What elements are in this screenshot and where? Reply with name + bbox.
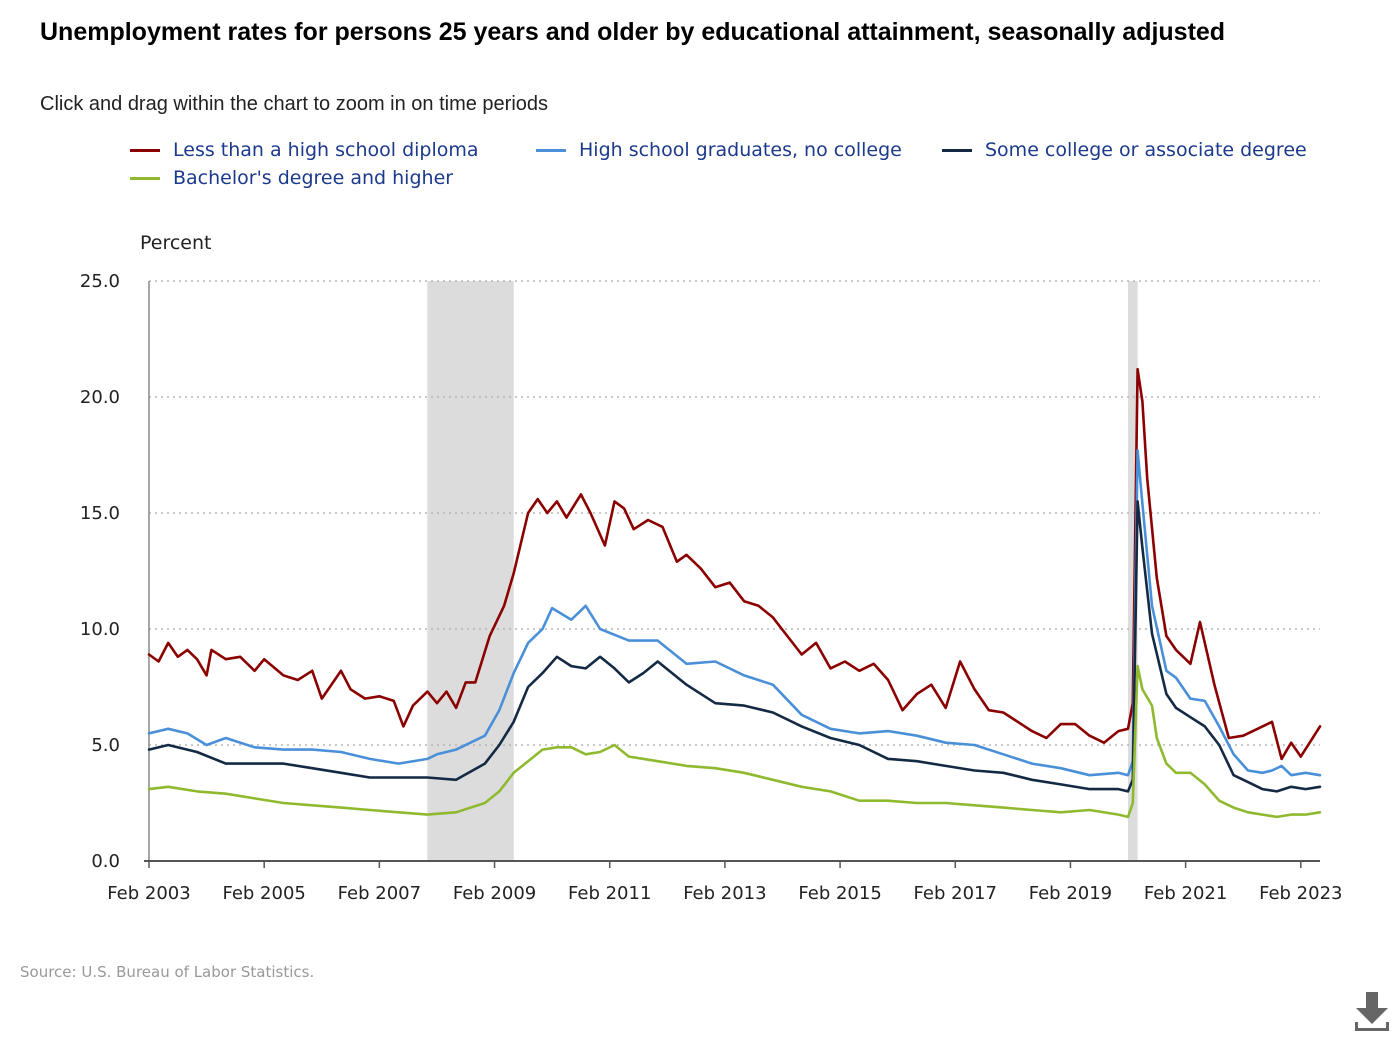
x-tick-label: Feb 2015 xyxy=(798,883,881,904)
legend-label: High school graduates, no college xyxy=(579,139,902,161)
y-tick-label: 0.0 xyxy=(91,851,120,872)
y-tick-label: 5.0 xyxy=(91,735,120,756)
download-icon[interactable] xyxy=(1352,990,1392,1034)
x-tick-label: Feb 2023 xyxy=(1259,883,1342,904)
y-axis-label: Percent xyxy=(140,232,212,254)
x-tick-label: Feb 2021 xyxy=(1144,883,1227,904)
chart-title: Unemployment rates for persons 25 years … xyxy=(40,18,1226,46)
x-tick-label: Feb 2019 xyxy=(1029,883,1112,904)
chart-plot-area[interactable]: 0.0 5.0 10.0 15.0 20.0 25.0 Feb 2003 Feb 2005 Fe… xyxy=(0,0,1400,940)
x-tick-label: Feb 2017 xyxy=(914,883,997,904)
series-line-3[interactable] xyxy=(147,664,1322,819)
recession-band xyxy=(1128,281,1138,861)
y-tick-label: 20.0 xyxy=(80,387,120,408)
y-tick-label: 10.0 xyxy=(80,619,120,640)
recession-band xyxy=(427,281,514,861)
x-tick-label: Feb 2009 xyxy=(453,883,536,904)
x-tick-label: Feb 2003 xyxy=(107,883,190,904)
series-line-0[interactable] xyxy=(147,367,1322,761)
y-tick-label: 25.0 xyxy=(80,271,120,292)
x-tick-label: Feb 2013 xyxy=(683,883,766,904)
series-line-2[interactable] xyxy=(147,500,1322,793)
y-tick-label: 15.0 xyxy=(80,503,120,524)
chart-subtitle: Click and drag within the chart to zoom … xyxy=(40,93,549,115)
legend-swatch xyxy=(130,176,160,180)
legend-label: Bachelor's degree and higher xyxy=(173,167,454,189)
axes: 0.0 5.0 10.0 15.0 20.0 25.0 Feb 2003 Feb 2005 Fe… xyxy=(80,271,1343,904)
legend-label: Some college or associate degree xyxy=(985,139,1307,161)
x-tick-label: Feb 2007 xyxy=(338,883,421,904)
series-layer xyxy=(147,367,1322,819)
recession-shading-layer xyxy=(427,281,1138,861)
source-note: Source: U.S. Bureau of Labor Statistics. xyxy=(20,963,315,981)
legend-swatch xyxy=(942,148,972,152)
legend-label: Less than a high school diploma xyxy=(173,139,479,161)
legend-item-high-school-graduates[interactable]: High school graduates, no college xyxy=(536,139,902,161)
legend-item-less-than-high-school[interactable]: Less than a high school diploma xyxy=(130,139,479,161)
x-tick-label: Feb 2011 xyxy=(568,883,651,904)
legend-swatch xyxy=(536,148,566,152)
legend-swatch xyxy=(130,148,160,152)
legend-item-some-college[interactable]: Some college or associate degree xyxy=(942,139,1307,161)
series-line-1[interactable] xyxy=(147,449,1322,777)
x-tick-label: Feb 2005 xyxy=(222,883,305,904)
legend-item-bachelors-degree[interactable]: Bachelor's degree and higher xyxy=(130,167,453,189)
